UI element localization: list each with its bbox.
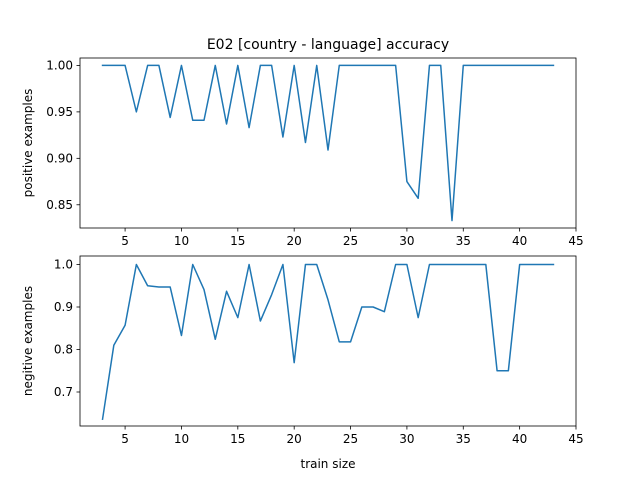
y-tick-label: 0.8 [54, 343, 73, 357]
y-axis-label-1: positive examples [21, 89, 35, 198]
x-tick-label: 25 [343, 234, 358, 248]
x-tick-label: 35 [456, 234, 471, 248]
y-tick-label: 0.85 [46, 198, 73, 212]
y-tick-label: 1.00 [46, 59, 73, 73]
y-tick-label: 0.9 [54, 300, 73, 314]
x-tick-label: 45 [568, 234, 583, 248]
x-tick-label: 15 [230, 234, 245, 248]
x-tick-label: 5 [121, 432, 129, 446]
y-tick-label: 0.95 [46, 105, 73, 119]
x-tick-label: 20 [287, 432, 302, 446]
x-tick-label: 10 [174, 432, 189, 446]
x-tick-label: 30 [399, 234, 414, 248]
x-tick-label: 15 [230, 432, 245, 446]
x-tick-label: 20 [287, 234, 302, 248]
x-tick-label: 25 [343, 432, 358, 446]
y-tick-label: 0.90 [46, 152, 73, 166]
x-tick-label: 30 [399, 432, 414, 446]
x-tick-label: 35 [456, 432, 471, 446]
y-axis-label-2: negitive examples [21, 286, 35, 396]
x-axis-label: train size [300, 457, 355, 471]
x-tick-label: 5 [121, 234, 129, 248]
y-tick-label: 1.0 [54, 258, 73, 272]
x-tick-label: 40 [512, 432, 527, 446]
chart-title: E02 [country - language] accuracy [207, 37, 449, 53]
y-tick-label: 0.7 [54, 385, 73, 399]
x-tick-label: 10 [174, 234, 189, 248]
x-tick-label: 40 [512, 234, 527, 248]
x-tick-label: 45 [568, 432, 583, 446]
